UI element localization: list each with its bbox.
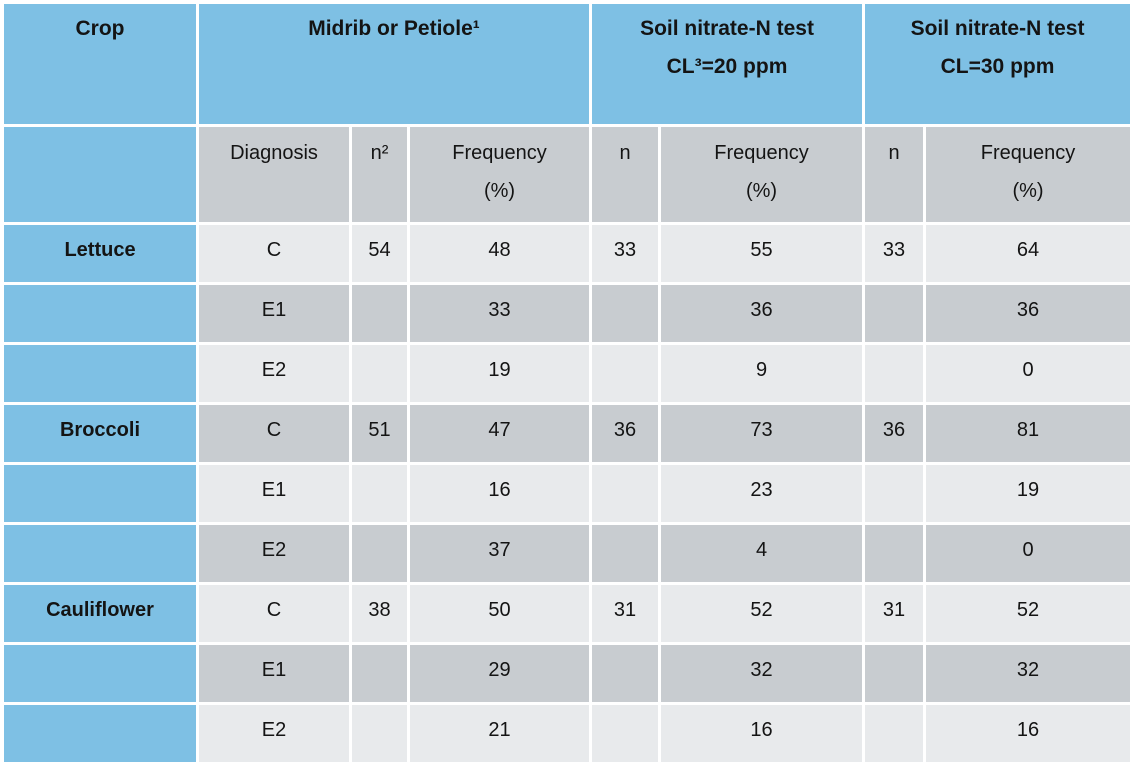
freq-midrib-cell: 37: [410, 525, 589, 582]
table-row-broccoli-e1: E1 16 23 19: [4, 465, 1131, 522]
freq-soil30-cell: 0: [926, 345, 1131, 402]
crop-diagnosis-frequency-table: Crop Midrib or Petiole¹ Soil nitrate-N t…: [1, 1, 1133, 765]
freq-soil30-cell: 64: [926, 225, 1131, 282]
header-n-soil20: n: [592, 127, 658, 222]
table-row-cauliflower-e2: E2 21 16 16: [4, 705, 1131, 762]
diagnosis-cell: C: [199, 225, 349, 282]
header-n-midrib: n²: [352, 127, 407, 222]
crop-cell: Lettuce: [4, 225, 196, 282]
crop-cell: [4, 345, 196, 402]
freq-soil20-cell: 23: [661, 465, 863, 522]
table-header: Crop Midrib or Petiole¹ Soil nitrate-N t…: [4, 4, 1131, 222]
n-soil30-cell: [865, 345, 924, 402]
table-row-lettuce-c: Lettuce C 54 48 33 55 33 64: [4, 225, 1131, 282]
n-midrib-cell: [352, 645, 407, 702]
freq-soil20-cell: 32: [661, 645, 863, 702]
n-midrib-cell: 54: [352, 225, 407, 282]
table-row-lettuce-e2: E2 19 9 0: [4, 345, 1131, 402]
table-row-cauliflower-e1: E1 29 32 32: [4, 645, 1131, 702]
n-soil30-cell: [865, 525, 924, 582]
freq-soil30-cell: 19: [926, 465, 1131, 522]
freq-soil30-cell: 16: [926, 705, 1131, 762]
freq-midrib-cell: 19: [410, 345, 589, 402]
freq-soil20-cell: 73: [661, 405, 863, 462]
freq-soil30-cell: 81: [926, 405, 1131, 462]
n-soil20-cell: 31: [592, 585, 658, 642]
header-sub-row: Diagnosis n² Frequency (%) n Frequency (…: [4, 127, 1131, 222]
freq-midrib-cell: 16: [410, 465, 589, 522]
freq-midrib-cell: 29: [410, 645, 589, 702]
diagnosis-cell: E2: [199, 705, 349, 762]
table-row-lettuce-e1: E1 33 36 36: [4, 285, 1131, 342]
header-crop: Crop: [4, 4, 196, 124]
n-soil20-cell: [592, 285, 658, 342]
header-soil-test-cl30: Soil nitrate-N test CL=30 ppm: [865, 4, 1131, 124]
crop-cell: Cauliflower: [4, 585, 196, 642]
n-midrib-cell: [352, 285, 407, 342]
n-soil20-cell: 36: [592, 405, 658, 462]
table-row-cauliflower-c: Cauliflower C 38 50 31 52 31 52: [4, 585, 1131, 642]
crop-cell: [4, 285, 196, 342]
freq-soil20-cell: 55: [661, 225, 863, 282]
freq-soil30-cell: 52: [926, 585, 1131, 642]
n-soil20-cell: [592, 705, 658, 762]
diagnosis-cell: C: [199, 405, 349, 462]
crop-cell: [4, 525, 196, 582]
header-group-row: Crop Midrib or Petiole¹ Soil nitrate-N t…: [4, 4, 1131, 124]
n-soil20-cell: [592, 345, 658, 402]
freq-midrib-cell: 21: [410, 705, 589, 762]
diagnosis-cell: E2: [199, 345, 349, 402]
n-soil30-cell: 31: [865, 585, 924, 642]
freq-soil20-cell: 4: [661, 525, 863, 582]
header-n-soil30: n: [865, 127, 924, 222]
n-soil20-cell: [592, 525, 658, 582]
n-soil20-cell: [592, 465, 658, 522]
diagnosis-cell: E1: [199, 285, 349, 342]
n-midrib-cell: 51: [352, 405, 407, 462]
freq-midrib-cell: 50: [410, 585, 589, 642]
freq-midrib-cell: 47: [410, 405, 589, 462]
header-frequency-soil30: Frequency (%): [926, 127, 1131, 222]
crop-cell: [4, 645, 196, 702]
freq-soil30-cell: 0: [926, 525, 1131, 582]
header-crop-spacer: [4, 127, 196, 222]
crop-cell: [4, 705, 196, 762]
table-row-broccoli-e2: E2 37 4 0: [4, 525, 1131, 582]
n-midrib-cell: [352, 705, 407, 762]
n-soil20-cell: 33: [592, 225, 658, 282]
header-midrib-petiole: Midrib or Petiole¹: [199, 4, 589, 124]
n-midrib-cell: 38: [352, 585, 407, 642]
crop-cell: [4, 465, 196, 522]
n-soil30-cell: [865, 705, 924, 762]
header-frequency-soil20: Frequency (%): [661, 127, 863, 222]
diagnosis-cell: E1: [199, 465, 349, 522]
header-soil-test-cl20: Soil nitrate-N test CL³=20 ppm: [592, 4, 863, 124]
diagnosis-cell: C: [199, 585, 349, 642]
n-soil30-cell: [865, 645, 924, 702]
freq-midrib-cell: 33: [410, 285, 589, 342]
n-soil20-cell: [592, 645, 658, 702]
table-body: Lettuce C 54 48 33 55 33 64 E1 33 36 36: [4, 225, 1131, 762]
header-frequency-midrib: Frequency (%): [410, 127, 589, 222]
n-midrib-cell: [352, 465, 407, 522]
freq-midrib-cell: 48: [410, 225, 589, 282]
crop-cell: Broccoli: [4, 405, 196, 462]
table-row-broccoli-c: Broccoli C 51 47 36 73 36 81: [4, 405, 1131, 462]
diagnosis-cell: E1: [199, 645, 349, 702]
n-soil30-cell: 36: [865, 405, 924, 462]
freq-soil30-cell: 36: [926, 285, 1131, 342]
freq-soil20-cell: 52: [661, 585, 863, 642]
freq-soil20-cell: 16: [661, 705, 863, 762]
header-diagnosis: Diagnosis: [199, 127, 349, 222]
n-midrib-cell: [352, 525, 407, 582]
freq-soil20-cell: 36: [661, 285, 863, 342]
freq-soil30-cell: 32: [926, 645, 1131, 702]
n-soil30-cell: 33: [865, 225, 924, 282]
n-soil30-cell: [865, 285, 924, 342]
n-midrib-cell: [352, 345, 407, 402]
diagnosis-cell: E2: [199, 525, 349, 582]
slide-canvas: Crop Midrib or Petiole¹ Soil nitrate-N t…: [1, 1, 1133, 765]
freq-soil20-cell: 9: [661, 345, 863, 402]
n-soil30-cell: [865, 465, 924, 522]
